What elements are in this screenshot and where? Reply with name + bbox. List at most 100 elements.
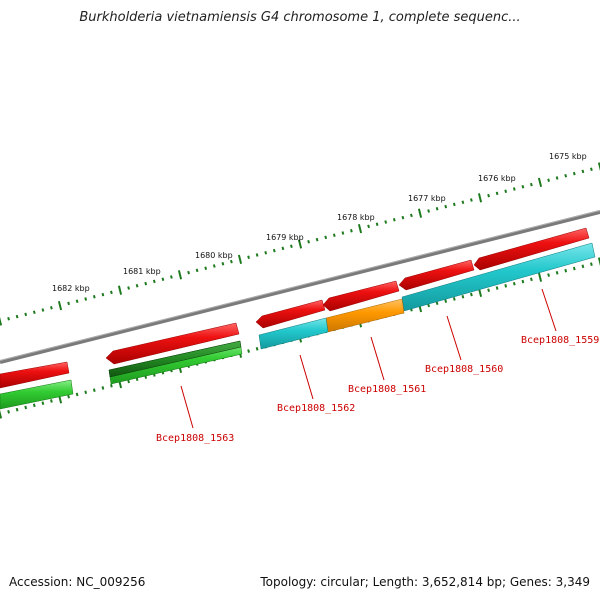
ruler-outer-minor-tick [521, 185, 525, 189]
ruler-outer-minor-tick [264, 251, 268, 255]
ruler-outer-minor-tick [427, 209, 430, 213]
ruler-outer-minor-tick [195, 268, 199, 273]
ruler-outer-minor-tick [161, 277, 165, 281]
gene-label-1561[interactable]: Bcep1808_1561 [348, 384, 426, 395]
ruler-inner-major-tick [0, 409, 3, 419]
ruler-outer-major-tick [177, 270, 183, 280]
leader-1562 [299, 354, 314, 400]
ruler-inner-minor-tick [444, 299, 448, 303]
ruler-outer-major-tick [417, 208, 423, 218]
ruler-outer-minor-tick [92, 295, 96, 299]
ruler-outer-major-tick [477, 193, 483, 203]
ruler-inner-minor-tick [24, 405, 28, 410]
ruler-outer-minor-tick [247, 255, 250, 259]
ruler-outer-minor-tick [435, 207, 439, 211]
ruler-outer-minor-tick [290, 244, 293, 248]
ruler-inner-minor-tick [530, 277, 533, 282]
ruler-outer [0, 162, 600, 326]
gene-label-1563[interactable]: Bcep1808_1563 [156, 433, 234, 444]
ruler-outer-minor-tick [590, 167, 593, 171]
ruler-outer-minor-tick [547, 178, 550, 182]
feature-track [0, 242, 596, 410]
red-feature-1562[interactable] [255, 299, 326, 329]
ruler-outer-minor-tick [530, 182, 533, 187]
ruler-inner-minor-tick [512, 281, 516, 286]
ruler-outer-minor-tick [187, 270, 190, 275]
ruler-inner-minor-tick [581, 264, 585, 269]
ruler-outer-minor-tick [127, 286, 130, 290]
ruler-inner-minor-tick [247, 349, 250, 353]
ruler-outer-minor-tick [384, 220, 388, 224]
gene-label-1560[interactable]: Bcep1808_1560 [425, 364, 503, 375]
ruler-outer-minor-tick [555, 176, 559, 180]
ruler-outer-minor-tick [67, 301, 70, 306]
green-feature-left[interactable] [0, 379, 74, 410]
ruler-outer-minor-tick [392, 218, 396, 222]
ruler-outer-major-tick [237, 254, 243, 265]
ruler-outer-minor-tick [7, 317, 10, 321]
leader-1559 [541, 288, 557, 332]
red-feature-1563[interactable] [105, 322, 240, 365]
leader-1563 [180, 385, 194, 429]
ruler-inner-minor-tick [564, 268, 568, 273]
ruler-inner-minor-tick [435, 301, 439, 306]
cyan-feature-1562[interactable] [258, 317, 329, 350]
ruler-outer-minor-tick [444, 204, 448, 209]
ruler-outer-major-tick [597, 162, 600, 172]
ruler-outer-major-tick [117, 285, 123, 295]
ruler-label-1682: 1682 kbp [52, 284, 90, 293]
genome-summary-text: Topology: circular; Length: 3,652,814 bp… [260, 575, 590, 589]
red-feature-1560[interactable] [398, 259, 475, 291]
ruler-outer-minor-tick [470, 198, 473, 202]
ruler-outer-minor-tick [135, 284, 139, 288]
ruler-outer-minor-tick [272, 248, 276, 253]
red-feature-left[interactable] [0, 361, 70, 389]
ruler-outer-minor-tick [15, 314, 19, 319]
ruler-inner-minor-tick [555, 271, 559, 275]
ruler-outer-minor-tick [24, 312, 28, 317]
ruler-inner-minor-tick [15, 407, 19, 412]
ruler-outer-minor-tick [110, 290, 113, 295]
ruler-inner-minor-tick [84, 390, 88, 395]
genome-backbone [0, 210, 600, 364]
ruler-outer-minor-tick [495, 191, 499, 196]
cds-track-red [0, 227, 590, 389]
red-feature-1559[interactable] [473, 227, 590, 271]
ruler-inner-minor-tick [92, 388, 96, 392]
ruler-inner-minor-tick [590, 262, 593, 266]
ruler-inner-minor-tick [504, 284, 508, 288]
ruler-outer-major-tick [357, 223, 363, 234]
ruler-outer-minor-tick [341, 231, 345, 235]
ruler-inner-minor-tick [427, 303, 430, 308]
cyan-feature-1559[interactable] [401, 242, 596, 312]
ruler-inner-minor-tick [127, 379, 130, 384]
gene-label-1562[interactable]: Bcep1808_1562 [277, 403, 355, 414]
ruler-outer-minor-tick [367, 224, 370, 229]
label-leaders [180, 288, 557, 429]
ruler-outer-minor-tick [350, 229, 353, 233]
ruler-outer-minor-tick [307, 240, 310, 244]
ruler-outer-minor-tick [84, 297, 88, 301]
ruler-outer-minor-tick [572, 171, 576, 176]
ruler-outer-major-tick [297, 239, 303, 249]
gene-label-1559[interactable]: Bcep1808_1559 [521, 335, 599, 346]
ruler-label-1678: 1678 kbp [337, 213, 375, 222]
ruler-outer-minor-tick [212, 264, 216, 268]
ruler-outer-minor-tick [512, 187, 516, 191]
ruler-outer-minor-tick [170, 275, 173, 279]
red-feature-1561[interactable] [322, 280, 400, 312]
ruler-inner-minor-tick [255, 347, 259, 351]
map-title: Burkholderia vietnamiensis G4 chromosome… [79, 10, 521, 25]
ruler-outer-minor-tick [204, 266, 208, 270]
ruler-inner-minor-tick [521, 279, 525, 284]
dark-green-feature-1563[interactable] [108, 340, 242, 378]
ruler-inner-minor-tick [572, 266, 576, 271]
ruler-label-1677: 1677 kbp [408, 194, 446, 203]
ruler-inner-major-tick [597, 257, 600, 267]
leader-1560 [446, 315, 462, 361]
ruler-label-1680: 1680 kbp [195, 251, 233, 260]
ruler-label-1681: 1681 kbp [123, 267, 161, 276]
ruler-outer-minor-tick [564, 174, 568, 178]
ruler-outer-minor-tick [281, 246, 285, 251]
ruler-inner-minor-tick [101, 386, 105, 390]
